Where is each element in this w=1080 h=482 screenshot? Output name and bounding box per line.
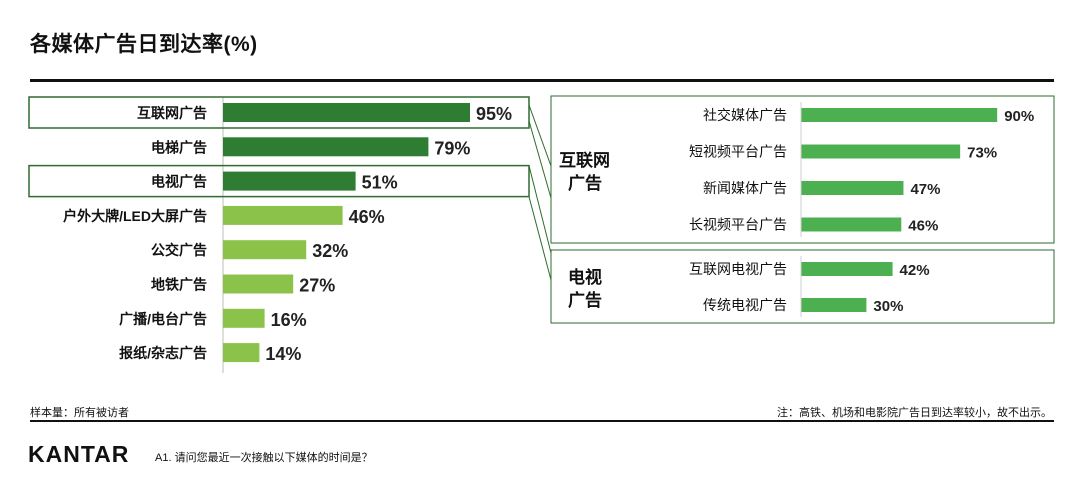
tv-breakdown-chart: 互联网电视广告 42% 传统电视广告 30% <box>550 249 1055 324</box>
connector-tv-1 <box>528 165 552 254</box>
bar-7 <box>223 308 265 328</box>
value-label-7: 16% <box>271 310 307 330</box>
tv-value-label-1: 42% <box>900 262 930 279</box>
bottom-divider <box>30 420 1054 422</box>
internet-bar-1 <box>801 108 998 122</box>
bar-6 <box>223 274 294 294</box>
value-label-1: 95% <box>476 104 512 124</box>
highlight-frame-2 <box>28 164 530 198</box>
connector-tv-2 <box>528 196 552 281</box>
tv-bar-1 <box>801 262 893 276</box>
internet-bar-2 <box>801 144 961 159</box>
value-label-3: 51% <box>362 173 398 193</box>
tv-bar-2 <box>801 298 867 312</box>
category-label-4: 户外大牌/LED大屏广告 <box>63 208 207 224</box>
tv-category-label-2: 传统电视广告 <box>703 297 787 313</box>
internet-value-label-1: 90% <box>1004 108 1034 125</box>
main-bar-chart: 互联网广告 95% 电梯广告 79% 电视广告 51% 户外大牌/LED大屏广告 46% 公交广… <box>28 96 530 373</box>
tv-group-label-line1: 电视 <box>568 267 602 287</box>
sample-note: 样本量：所有被访者 <box>30 407 129 419</box>
bar-2 <box>223 137 429 157</box>
bar-1 <box>223 103 470 122</box>
category-label-2: 电梯广告 <box>151 139 207 155</box>
category-label-1: 互联网广告 <box>137 105 207 121</box>
bar-8 <box>223 343 260 363</box>
survey-question: A1. 请问您最近一次接触以下媒体的时间是？ <box>155 452 373 464</box>
exclusion-note: 注：高铁、机场和电影院广告日到达率较小，故不出示。 <box>777 407 1052 419</box>
top-divider <box>30 79 1054 82</box>
internet-category-label-4: 长视频平台广告 <box>689 217 787 233</box>
internet-category-label-1: 社交媒体广告 <box>703 107 787 123</box>
chart-area: 互联网广告 95%电梯广告 79%电视广告 51%户外大牌/LED大屏广告 46%公交广… <box>28 95 1055 373</box>
tv-panel-frame <box>550 249 1055 324</box>
internet-category-label-3: 新闻媒体广告 <box>703 180 787 196</box>
tv-category-label-1: 互联网电视广告 <box>689 261 787 277</box>
internet-bar-3 <box>801 181 904 195</box>
internet-group-label-line2: 广告 <box>568 173 602 193</box>
connector-internet-1 <box>528 104 552 167</box>
tv-value-label-2: 30% <box>873 298 903 315</box>
internet-group-label-line1: 互联网 <box>559 151 610 170</box>
bar-5 <box>223 240 307 260</box>
kantar-logo: KANTAR <box>28 441 130 467</box>
category-label-5: 公交广告 <box>151 242 207 258</box>
internet-bar-4 <box>801 217 902 232</box>
internet-category-label-2: 短视频平台广告 <box>689 144 787 160</box>
internet-value-label-3: 47% <box>910 181 940 198</box>
chart-title: 各媒体广告日到达率(%) <box>30 33 258 56</box>
tv-group-label-line2: 广告 <box>568 290 602 310</box>
internet-value-label-2: 73% <box>967 145 997 162</box>
internet-breakdown-chart: 社交媒体广告 90% 短视频平台广告 73% 新闻媒体广告 47% 长视频平台广告 46% <box>550 95 1055 244</box>
highlight-frame-1 <box>28 96 530 129</box>
bar-4 <box>223 205 343 225</box>
value-label-5: 32% <box>312 241 348 261</box>
bar-3 <box>223 171 356 191</box>
value-label-6: 27% <box>299 276 335 296</box>
connector-lines <box>528 104 552 281</box>
category-label-3: 电视广告 <box>151 174 207 190</box>
internet-value-label-4: 46% <box>908 218 938 235</box>
internet-panel-frame <box>550 95 1055 244</box>
value-label-2: 79% <box>434 138 470 158</box>
connector-internet-2 <box>528 120 552 199</box>
category-label-8: 报纸/杂志广告 <box>119 345 207 361</box>
value-label-8: 14% <box>265 344 301 364</box>
category-label-6: 地铁广告 <box>151 277 207 293</box>
value-label-4: 46% <box>349 207 385 227</box>
category-label-7: 广播/电台广告 <box>119 311 207 327</box>
